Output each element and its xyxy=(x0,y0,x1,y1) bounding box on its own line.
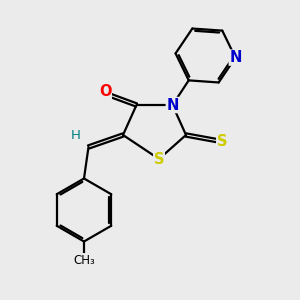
Text: N: N xyxy=(166,98,179,112)
Text: O: O xyxy=(99,84,111,99)
Text: CH₃: CH₃ xyxy=(73,254,95,267)
Text: N: N xyxy=(229,50,242,65)
Text: S: S xyxy=(217,134,227,148)
Text: H: H xyxy=(71,129,81,142)
Text: S: S xyxy=(154,152,164,166)
